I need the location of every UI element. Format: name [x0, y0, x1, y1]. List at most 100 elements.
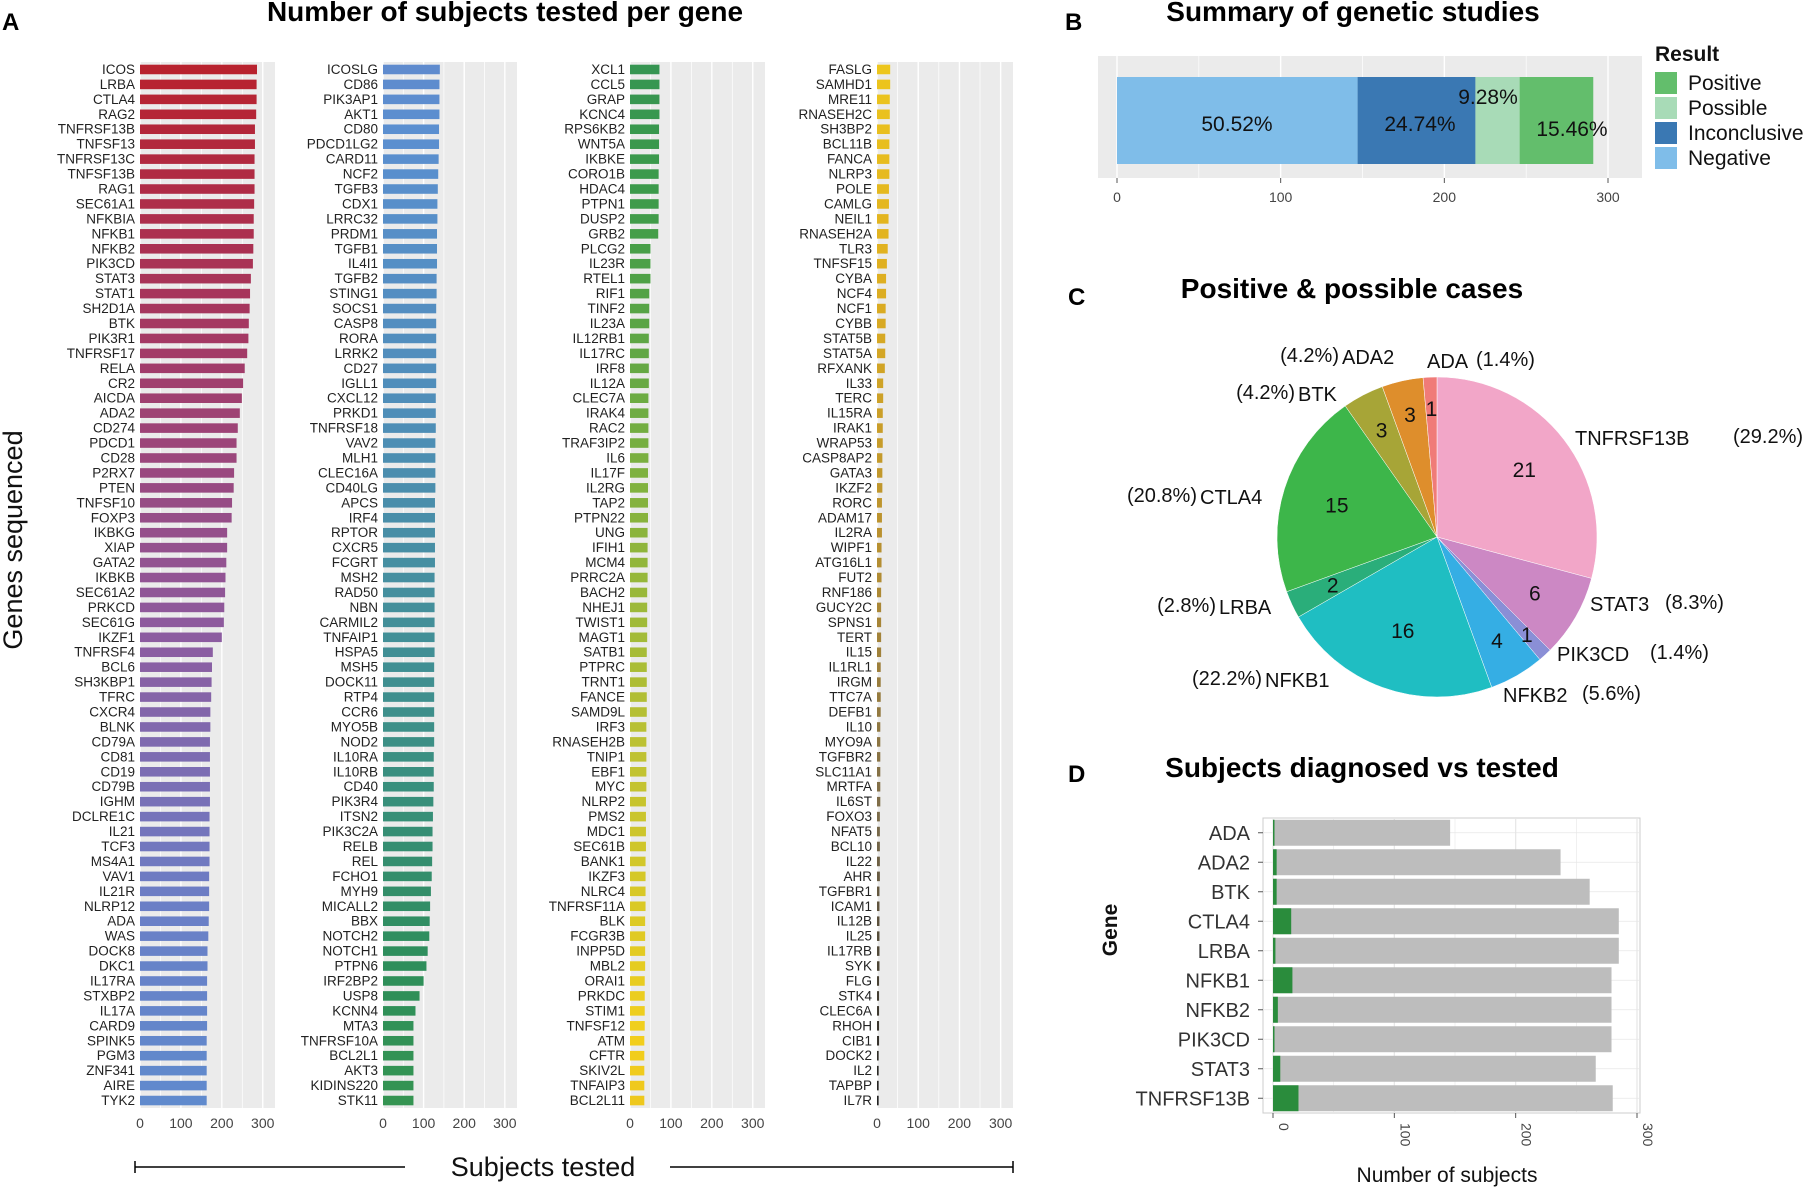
panel-a-bar — [877, 498, 882, 508]
panel-a-bar — [630, 229, 659, 239]
panel-a-bar — [383, 303, 437, 314]
panel-a-bar — [140, 841, 210, 852]
panel-a-bar — [140, 1021, 208, 1031]
panel-a-gene-label: DCLRE1C — [72, 809, 135, 824]
panel-a-bar — [877, 796, 881, 807]
panel-a-bar — [877, 767, 881, 777]
panel-a-gene-label: IL15 — [846, 645, 872, 660]
panel-a-gene-label: CD274 — [93, 421, 136, 436]
panel-a-gene-label: TNFRSF18 — [310, 421, 378, 436]
panel-a-gene-label: AKT3 — [344, 1063, 378, 1078]
panel-a-bar — [877, 692, 881, 702]
panel-a-bar — [383, 154, 439, 164]
panel-a-gene-label: STK4 — [838, 988, 872, 1003]
panel-a-bar — [630, 483, 648, 493]
panel-a-gene-label: CD80 — [343, 122, 378, 137]
panel-a-bar — [630, 991, 645, 1001]
panel-c-count-label: 4 — [1491, 630, 1503, 653]
panel-a-bar — [140, 244, 254, 254]
panel-a-bar — [140, 931, 209, 941]
panel-a-bar — [630, 587, 648, 598]
panel-a-bar — [877, 288, 887, 299]
panel-a-gene-label: RNF186 — [822, 585, 872, 600]
panel-a-bar — [877, 438, 883, 448]
panel-c-gene-label: ADA2 — [1342, 347, 1394, 369]
panel-a-bar — [877, 1050, 879, 1061]
panel-a-gene-label: PRKDC — [578, 988, 626, 1003]
panel-a-bar — [877, 139, 890, 149]
panel-a-gene-label: TNFRSF13C — [57, 152, 135, 167]
panel-a-bar — [383, 976, 424, 986]
panel-a-bar — [383, 991, 420, 1001]
panel-a-bar — [630, 244, 651, 254]
panel-a-gene-label: NEIL1 — [834, 211, 872, 226]
panel-a-bar — [383, 1035, 414, 1046]
panel-a-bar — [877, 512, 882, 523]
panel-a-bar — [383, 796, 434, 807]
panel-a-bar — [383, 826, 433, 837]
panel-a-bar — [383, 109, 440, 120]
panel-d-gene-label: NFKB1 — [1186, 970, 1250, 992]
panel-b-bar-positive — [1519, 77, 1594, 164]
panel-a-gene-label: IL17RC — [579, 346, 625, 361]
panel-a-bar — [140, 408, 240, 418]
panel-d-gene-label: PIK3CD — [1178, 1029, 1250, 1051]
panel-a-gene-label: CXCR5 — [332, 540, 378, 555]
panel-d-gene-label: BTK — [1211, 882, 1251, 904]
panel-a-bar — [630, 453, 649, 463]
panel-a-bar — [877, 199, 889, 209]
panel-a-gene-label: TNFAIP1 — [323, 630, 378, 645]
panel-c-count-label: 1 — [1521, 624, 1533, 647]
panel-a-gene-label: GUCY2C — [816, 600, 873, 615]
panel-a-y-axis-label: Genes sequenced — [0, 430, 28, 649]
panel-a-gene-label: IKBKG — [94, 525, 135, 540]
panel-a-gene-label: BLNK — [100, 719, 135, 734]
panel-c-gene-label: ADA — [1427, 351, 1469, 373]
panel-a-bar — [877, 722, 881, 732]
panel-a-gene-label: BCL2L1 — [329, 1048, 378, 1063]
panel-a-x-tick-label: 100 — [169, 1115, 193, 1131]
panel-a-bar — [630, 154, 660, 164]
panel-a-gene-label: TLR3 — [839, 241, 872, 256]
panel-a-gene-label: IRF8 — [596, 361, 625, 376]
panel-b-legend-title: Result — [1655, 43, 1719, 66]
panel-a-bar — [140, 139, 255, 149]
panel-a-gene-label: SH2D1A — [82, 301, 135, 316]
panel-a-bar — [140, 79, 257, 90]
panel-a-gene-label: CR2 — [108, 376, 135, 391]
panel-a-gene-label: NHEJ1 — [582, 600, 625, 615]
panel-a-gene-label: SEC61G — [82, 615, 135, 630]
panel-a-gene-label: ICOS — [102, 62, 135, 77]
panel-a-gene-label: CORO1B — [568, 167, 625, 182]
panel-a-gene-label: SATB1 — [583, 645, 625, 660]
panel-a-gene-label: SLC11A1 — [815, 764, 872, 779]
panel-a-bar — [630, 752, 647, 762]
panel-a-bar — [630, 512, 648, 523]
panel-a-gene-label: IL21 — [109, 824, 135, 839]
panel-a-gene-label: IL10RA — [333, 749, 378, 764]
panel-a-gene-label: STXBP2 — [83, 988, 135, 1003]
panel-a-bar — [383, 1050, 414, 1061]
panel-a-bar — [877, 154, 890, 164]
panel-a-gene-label: MS4A1 — [91, 854, 135, 869]
panel-a-gene-label: IRF2BP2 — [323, 973, 378, 988]
panel-a-bar — [383, 1021, 414, 1031]
panel-a-gene-label: TNFSF15 — [813, 256, 872, 271]
panel-a-bar — [630, 498, 648, 508]
panel-a-bar — [383, 602, 435, 613]
panel-a-bar — [140, 617, 224, 628]
panel-d-bar-diagnosed — [1273, 967, 1293, 994]
panel-a-gene-label: FOXP3 — [91, 510, 135, 525]
panel-a-bar — [140, 961, 208, 971]
panel-a-bar — [630, 871, 646, 882]
panel-a-gene-label: TAP2 — [592, 495, 625, 510]
panel-a-bar — [630, 886, 646, 897]
panel-a-x-tick-label: 200 — [210, 1115, 234, 1131]
panel-a-gene-label: CD40LG — [325, 480, 378, 495]
panel-c-pct-label: (20.8%) — [1127, 485, 1197, 507]
panel-a-bar — [140, 64, 257, 75]
panel-a-gene-label: FCGR3B — [570, 929, 625, 944]
panel-a-gene-label: NFKBIA — [86, 211, 135, 226]
panel-a-bar — [630, 781, 647, 792]
